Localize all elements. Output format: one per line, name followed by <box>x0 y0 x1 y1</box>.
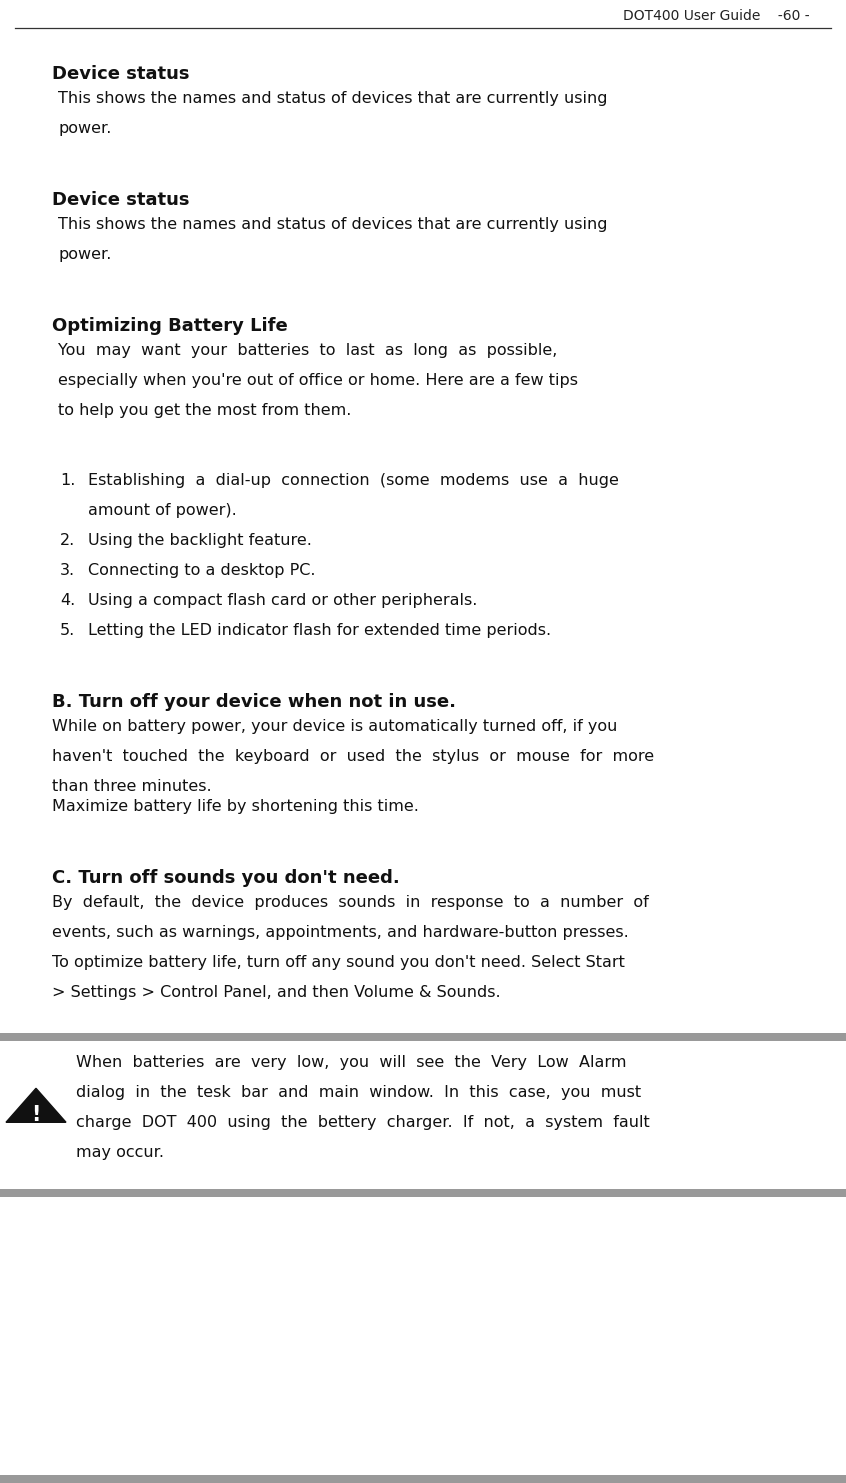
Text: When  batteries  are  very  low,  you  will  see  the  Very  Low  Alarm: When batteries are very low, you will se… <box>76 1054 627 1071</box>
Text: Using the backlight feature.: Using the backlight feature. <box>88 532 312 549</box>
Text: 3.: 3. <box>60 564 75 578</box>
Text: To optimize battery life, turn off any sound you don't need. Select Start: To optimize battery life, turn off any s… <box>52 955 625 970</box>
Text: Establishing  a  dial-up  connection  (some  modems  use  a  huge: Establishing a dial-up connection (some … <box>88 473 619 488</box>
Text: events, such as warnings, appointments, and hardware-button presses.: events, such as warnings, appointments, … <box>52 925 629 940</box>
Text: !: ! <box>31 1105 41 1126</box>
Polygon shape <box>6 1089 66 1123</box>
Text: Maximize battery life by shortening this time.: Maximize battery life by shortening this… <box>52 799 419 814</box>
Text: By  default,  the  device  produces  sounds  in  response  to  a  number  of: By default, the device produces sounds i… <box>52 896 649 911</box>
Text: C. Turn off sounds you don't need.: C. Turn off sounds you don't need. <box>52 869 400 887</box>
Text: power.: power. <box>58 248 112 262</box>
Text: charge  DOT  400  using  the  bettery  charger.  If  not,  a  system  fault: charge DOT 400 using the bettery charger… <box>76 1115 650 1130</box>
Text: dialog  in  the  tesk  bar  and  main  window.  In  this  case,  you  must: dialog in the tesk bar and main window. … <box>76 1086 641 1100</box>
Text: DOT400 User Guide    -60 -: DOT400 User Guide -60 - <box>624 9 810 24</box>
Text: While on battery power, your device is automatically turned off, if you: While on battery power, your device is a… <box>52 719 618 734</box>
Text: Using a compact flash card or other peripherals.: Using a compact flash card or other peri… <box>88 593 477 608</box>
Text: 4.: 4. <box>60 593 75 608</box>
Text: Optimizing Battery Life: Optimizing Battery Life <box>52 317 288 335</box>
Text: You  may  want  your  batteries  to  last  as  long  as  possible,: You may want your batteries to last as l… <box>58 343 558 357</box>
Text: B. Turn off your device when not in use.: B. Turn off your device when not in use. <box>52 693 456 710</box>
Text: Connecting to a desktop PC.: Connecting to a desktop PC. <box>88 564 316 578</box>
Text: than three minutes.: than three minutes. <box>52 779 212 793</box>
Text: 1.: 1. <box>60 473 75 488</box>
Text: Letting the LED indicator flash for extended time periods.: Letting the LED indicator flash for exte… <box>88 623 551 638</box>
Text: may occur.: may occur. <box>76 1145 164 1160</box>
Text: to help you get the most from them.: to help you get the most from them. <box>58 403 351 418</box>
Text: Device status: Device status <box>52 191 190 209</box>
Text: amount of power).: amount of power). <box>88 503 237 518</box>
Text: especially when you're out of office or home. Here are a few tips: especially when you're out of office or … <box>58 374 578 389</box>
Bar <box>0 1034 846 1041</box>
Text: power.: power. <box>58 122 112 136</box>
Text: Device status: Device status <box>52 65 190 83</box>
Text: This shows the names and status of devices that are currently using: This shows the names and status of devic… <box>58 217 607 231</box>
Text: This shows the names and status of devices that are currently using: This shows the names and status of devic… <box>58 90 607 105</box>
Text: 2.: 2. <box>60 532 75 549</box>
Text: 5.: 5. <box>60 623 75 638</box>
Text: > Settings > Control Panel, and then Volume & Sounds.: > Settings > Control Panel, and then Vol… <box>52 985 501 1000</box>
Text: haven't  touched  the  keyboard  or  used  the  stylus  or  mouse  for  more: haven't touched the keyboard or used the… <box>52 749 654 764</box>
Bar <box>0 1189 846 1197</box>
Bar <box>0 1476 846 1483</box>
